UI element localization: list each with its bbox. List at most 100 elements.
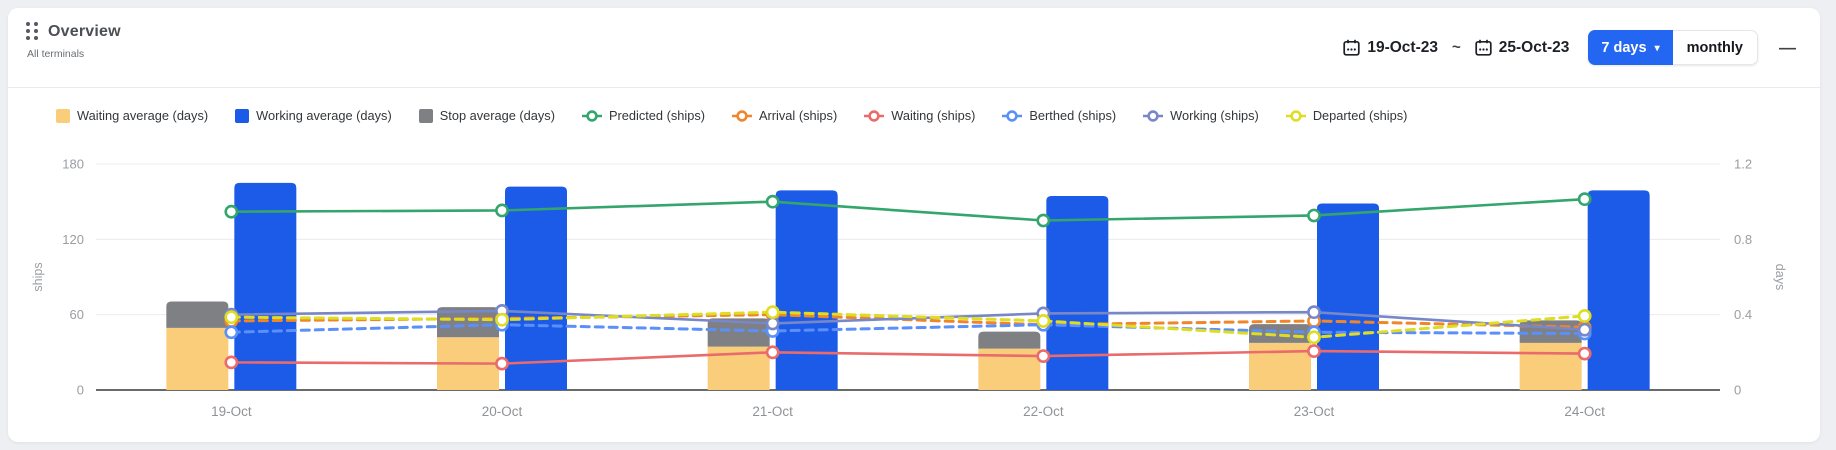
legend-item[interactable]: Predicted (ships) [581, 108, 705, 123]
legend-item-label: Arrival (ships) [759, 108, 838, 123]
legend-item[interactable]: Waiting average (days) [56, 108, 208, 123]
range-dropdown-button[interactable]: 7 days ▾ [1588, 30, 1673, 65]
terminals-subtitle: All terminals [27, 48, 85, 60]
line-working-ships- [230, 309, 1586, 332]
marker-waiting-ships-[interactable] [1036, 349, 1051, 363]
chevron-down-icon: ▾ [1654, 43, 1660, 54]
bar-working-average[interactable] [1046, 196, 1109, 390]
line-predicted-ships- [230, 197, 1586, 222]
bar-stop-average[interactable] [707, 318, 770, 347]
y-axis-left-tick-label: 120 [62, 232, 84, 247]
marker-working-ships-[interactable] [1577, 322, 1592, 337]
minimize-button[interactable]: — [1779, 38, 1796, 57]
legend-item-label: Waiting average (days) [77, 108, 209, 123]
legend-item-label: Berthed (ships) [1029, 108, 1117, 123]
legend-item[interactable]: Berthed (ships) [1002, 108, 1116, 123]
bar-working-average[interactable] [234, 182, 297, 390]
legend-item[interactable]: Stop average (days) [418, 108, 555, 123]
x-axis-tick-label: 20-Oct [482, 404, 523, 419]
y-axis-left-tick-label: 60 [70, 307, 84, 322]
marker-berthed-ships-[interactable] [224, 325, 239, 340]
x-axis-tick-label: 22-Oct [1023, 404, 1064, 419]
marker-predicted-ships-[interactable] [1307, 208, 1321, 223]
marker-departed-ships-[interactable] [495, 312, 509, 327]
marker-working-ships-[interactable] [1307, 305, 1321, 320]
x-axis-tick-label: 21-Oct [752, 404, 793, 419]
marker-waiting-ships-[interactable] [1577, 346, 1592, 361]
bar-waiting-average[interactable] [166, 327, 229, 390]
bar-waiting-average[interactable] [1249, 342, 1311, 390]
legend-line-marker-icon [1285, 109, 1306, 122]
legend-item-label: Departed (ships) [1312, 108, 1408, 123]
legend-line-marker-icon [581, 109, 602, 122]
marker-waiting-ships-[interactable] [495, 356, 509, 371]
x-axis-tick-label: 24-Oct [1564, 404, 1605, 419]
y-axis-right-tick-label: 0 [1734, 383, 1741, 398]
bar-waiting-average[interactable] [978, 348, 1041, 390]
bar-stop-average[interactable] [978, 331, 1041, 349]
bar-working-average[interactable] [1317, 203, 1379, 390]
marker-waiting-ships-[interactable] [224, 355, 239, 370]
header-divider [8, 87, 1820, 88]
marker-working-ships-[interactable] [765, 316, 780, 331]
calendar-icon [1475, 39, 1492, 56]
overview-widget-card: Overview All terminals 19-Oct-23 ~ [8, 8, 1820, 442]
marker-departed-ships-[interactable] [1036, 314, 1051, 328]
legend-item[interactable]: Working average (days) [235, 108, 392, 123]
line-departed-ships- [229, 310, 1587, 339]
y-axis-left-title: ships [31, 262, 45, 291]
marker-predicted-ships-[interactable] [495, 203, 509, 218]
period-segmented-control: 7 days ▾ monthly [1588, 30, 1758, 65]
chart-area: 0 0 60 0.4 120 0.8 180 1.2 ships days 19-Oct 20-Oct… [8, 138, 1820, 434]
x-axis-tick-label: 23-Oct [1294, 404, 1335, 419]
marker-predicted-ships-[interactable] [1577, 192, 1592, 207]
y-axis-right-title: days [1773, 264, 1787, 290]
bar-waiting-average[interactable] [1519, 342, 1582, 390]
legend-line-marker-icon [1143, 109, 1164, 122]
legend-item[interactable]: Waiting (ships) [864, 108, 975, 123]
legend-swatch-icon [235, 108, 250, 123]
legend-item-label: Working average (days) [256, 108, 392, 123]
bar-stop-average[interactable] [166, 301, 229, 328]
monthly-button[interactable]: monthly [1672, 30, 1758, 65]
marker-departed-ships-[interactable] [765, 305, 780, 320]
legend-line-marker-icon [1002, 109, 1023, 122]
marker-departed-ships-[interactable] [1577, 309, 1592, 323]
marker-predicted-ships-[interactable] [1036, 213, 1051, 228]
legend-line-marker-icon [864, 109, 885, 122]
legend-item[interactable]: Arrival (ships) [732, 108, 837, 123]
bar-working-average[interactable] [505, 186, 567, 390]
combo-chart: 0 0 60 0.4 120 0.8 180 1.2 ships days 19-Oct 20-Oct… [31, 157, 1787, 420]
bar-stop-average[interactable] [1249, 324, 1311, 343]
chart-legend: Waiting average (days) Working average (d… [56, 108, 1790, 123]
legend-item-label: Stop average (days) [439, 108, 555, 123]
bar-working-average[interactable] [775, 190, 838, 390]
bar-working-average[interactable] [1587, 190, 1650, 390]
legend-item[interactable]: Departed (ships) [1285, 108, 1408, 123]
marker-waiting-ships-[interactable] [1307, 344, 1321, 358]
date-to-field[interactable]: 25-Oct-23 [1475, 38, 1570, 57]
y-axis-right-tick-label: 1.2 [1734, 157, 1752, 172]
range-dropdown-label: 7 days [1601, 39, 1647, 56]
bar-stop-average[interactable] [437, 307, 499, 338]
marker-departed-ships-[interactable] [224, 310, 239, 325]
legend-item-label: Working (ships) [1170, 108, 1259, 123]
y-axis-left-tick-label: 180 [62, 157, 84, 172]
marker-predicted-ships-[interactable] [224, 204, 239, 219]
legend-item[interactable]: Working (ships) [1143, 108, 1259, 123]
date-range-separator: ~ [1452, 39, 1461, 56]
legend-item-label: Waiting (ships) [891, 108, 976, 123]
marker-predicted-ships-[interactable] [765, 194, 780, 209]
date-to-value: 25-Oct-23 [1498, 38, 1570, 56]
calendar-icon [1343, 39, 1360, 56]
drag-handle-icon[interactable] [26, 22, 39, 41]
widget-header: Overview All terminals 19-Oct-23 ~ [8, 8, 1820, 87]
bar-waiting-average[interactable] [707, 346, 770, 390]
marker-departed-ships-[interactable] [1307, 330, 1321, 345]
line-waiting-ships- [230, 349, 1586, 365]
bar-stop-average[interactable] [1519, 320, 1582, 343]
marker-waiting-ships-[interactable] [765, 345, 780, 360]
date-from-field[interactable]: 19-Oct-23 [1343, 39, 1438, 57]
page-title: Overview [48, 22, 121, 40]
legend-swatch-icon [56, 108, 70, 123]
